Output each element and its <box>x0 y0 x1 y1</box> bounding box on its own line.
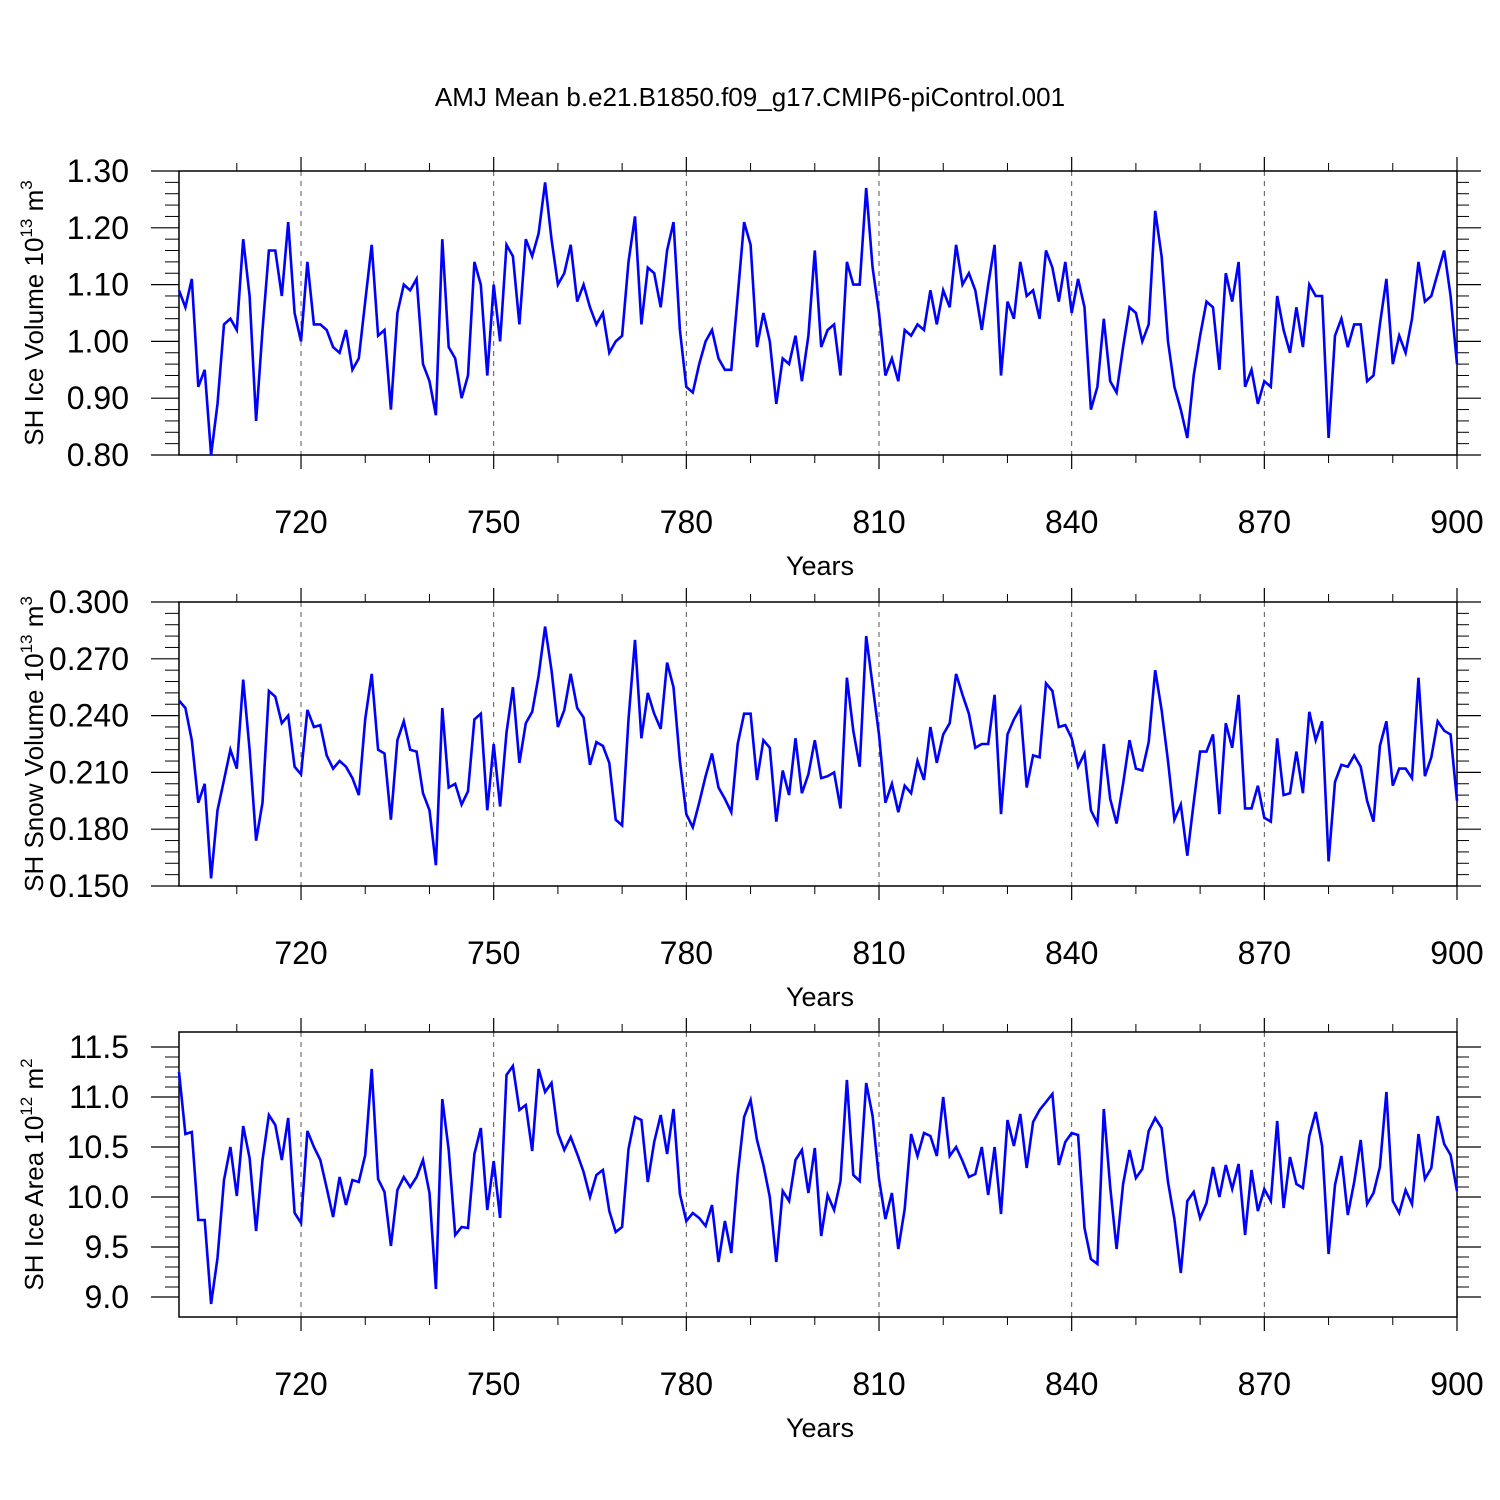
y-tick-label: 0.270 <box>49 641 129 677</box>
y-tick-label: 1.00 <box>67 323 129 359</box>
y-tick-label: 0.210 <box>49 754 129 790</box>
y-tick-label: 0.180 <box>49 811 129 847</box>
y-tick-label: 9.0 <box>85 1279 129 1315</box>
y-axis-label-superscript: 13 <box>17 219 36 238</box>
x-tick-label: 720 <box>274 935 327 971</box>
y-axis-label: SH Ice Area 1012 m2 <box>17 1058 49 1290</box>
y-axis-label-part: SH Snow Volume 10 <box>19 653 49 891</box>
y-tick-label: 9.5 <box>85 1229 129 1265</box>
y-axis-label-superscript: 12 <box>17 1097 36 1116</box>
y-axis-label: SH Ice Volume 1013 m3 <box>17 180 49 445</box>
y-axis-label-part: SH Ice Volume 10 <box>19 238 49 446</box>
x-tick-label: 750 <box>467 1366 520 1402</box>
x-tick-label: 810 <box>852 504 905 540</box>
plot-frame-ice-volume <box>178 170 1458 456</box>
x-tick-label: 750 <box>467 504 520 540</box>
y-tick-label: 0.150 <box>49 868 129 904</box>
y-tick-label: 0.90 <box>67 380 129 416</box>
x-axis-label: Years <box>786 551 854 581</box>
x-tick-label: 900 <box>1430 504 1483 540</box>
x-tick-label: 780 <box>660 935 713 971</box>
x-tick-label: 810 <box>852 935 905 971</box>
y-tick-label: 0.240 <box>49 698 129 734</box>
x-tick-label: 840 <box>1045 1366 1098 1402</box>
x-tick-label: 780 <box>660 504 713 540</box>
y-tick-label: 10.5 <box>67 1129 129 1165</box>
y-tick-label: 10.0 <box>67 1179 129 1215</box>
x-axis-label: Years <box>786 982 854 1012</box>
x-tick-label: 780 <box>660 1366 713 1402</box>
y-tick-label: 11.5 <box>69 1029 129 1065</box>
y-tick-label: 0.300 <box>49 584 129 620</box>
y-axis-label-superscript: 2 <box>17 1058 36 1067</box>
y-tick-label: 0.80 <box>67 437 129 473</box>
x-tick-label: 720 <box>274 504 327 540</box>
plot-frame-snow-volume <box>178 601 1458 887</box>
x-tick-label: 870 <box>1238 935 1291 971</box>
x-tick-label: 900 <box>1430 935 1483 971</box>
x-tick-label: 840 <box>1045 935 1098 971</box>
x-tick-label: 870 <box>1238 1366 1291 1402</box>
y-axis-label-superscript: 3 <box>17 596 36 605</box>
y-axis-label-part: SH Ice Area 10 <box>19 1116 49 1291</box>
y-axis-label-part: m <box>19 606 49 635</box>
series-line-snow-volume <box>178 626 1459 879</box>
y-axis-label-superscript: 13 <box>17 634 36 653</box>
y-axis-label-part: m <box>19 190 49 219</box>
y-tick-label: 11.0 <box>69 1079 129 1115</box>
y-tick-label: 1.20 <box>67 210 129 246</box>
series-line-ice-area <box>177 1062 1459 1305</box>
y-axis-label-part: m <box>19 1068 49 1097</box>
x-tick-label: 810 <box>852 1366 905 1402</box>
x-tick-label: 720 <box>274 1366 327 1402</box>
plot-frame-ice-area <box>178 1031 1458 1318</box>
x-tick-label: 900 <box>1430 1366 1483 1402</box>
x-tick-label: 750 <box>467 935 520 971</box>
y-axis-label-superscript: 3 <box>17 180 36 189</box>
x-tick-label: 870 <box>1238 504 1291 540</box>
y-axis-label: SH Snow Volume 1013 m3 <box>17 596 49 892</box>
figure-title: AMJ Mean b.e21.B1850.f09_g17.CMIP6-piCon… <box>434 82 1066 112</box>
series-line-ice-volume <box>177 182 1459 456</box>
x-tick-label: 840 <box>1045 504 1098 540</box>
x-axis-label: Years <box>786 1413 854 1443</box>
y-tick-label: 1.30 <box>67 153 129 189</box>
y-tick-label: 1.10 <box>67 267 129 303</box>
